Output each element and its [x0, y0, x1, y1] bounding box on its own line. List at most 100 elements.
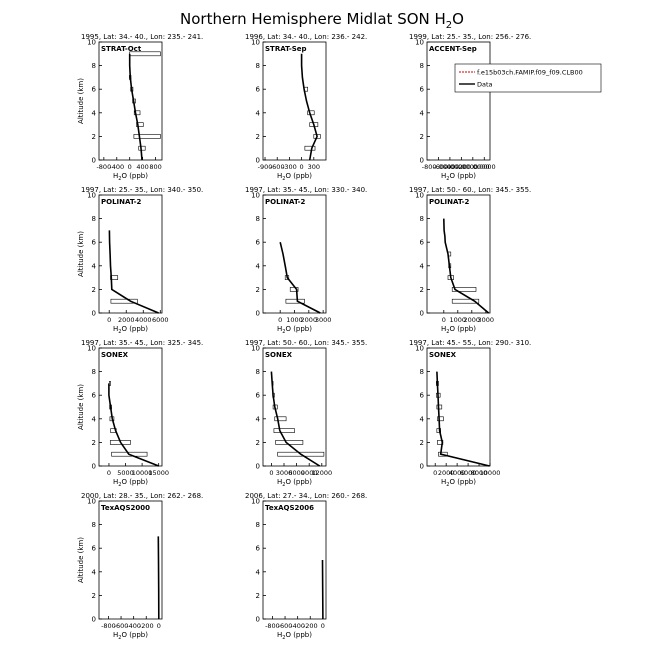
x-tick-label: 0.0000 — [473, 163, 496, 171]
x-tick-label: 2000 — [301, 316, 318, 324]
campaign-label: SONEX — [101, 351, 129, 359]
panel-header: 1996, Lat: 34.- 40., Lon: 236.- 242. — [245, 33, 367, 41]
x-axis-label: H2O (ppb) — [113, 325, 148, 335]
y-tick-label: 4 — [256, 262, 261, 270]
x-tick-label: -600 — [270, 163, 285, 171]
x-tick-label: 0 — [442, 316, 446, 324]
y-tick-label: 2 — [256, 286, 260, 294]
x-tick-label: -400 — [109, 163, 124, 171]
y-tick-label: 10 — [415, 192, 424, 200]
panel: 1996, Lat: 34.- 40., Lon: 236.- 242. STRA… — [245, 33, 367, 182]
data-line — [436, 371, 490, 467]
x-tick-label: -900 — [258, 163, 273, 171]
plot-frame — [426, 41, 491, 161]
x-tick-label: 300 — [308, 163, 320, 171]
data-line — [108, 383, 159, 467]
y-tick-label: 8 — [92, 62, 96, 70]
panel-header: 1997, Lat: 50.- 60., Lon: 345.- 355. — [409, 186, 531, 194]
x-tick-label: -600.0000 — [433, 163, 466, 171]
y-tick-label: 4 — [420, 109, 425, 117]
x-tick-label: 5000 — [117, 469, 134, 477]
x-tick-label: 1000 — [450, 316, 467, 324]
plot-frame — [262, 500, 327, 620]
range-box — [136, 122, 144, 127]
y-tick-label: 4 — [92, 568, 97, 576]
x-tick-label: -200 — [303, 622, 318, 630]
plot-frame — [98, 41, 163, 161]
y-tick-label: 10 — [87, 39, 96, 47]
campaign-label: POLINAT-2 — [101, 198, 142, 206]
x-tick-label: 3000 — [478, 316, 495, 324]
range-box — [451, 298, 480, 304]
y-tick-label: 2 — [92, 439, 96, 447]
panel-header: 1999, Lat: 25.- 35., Lon: 256.- 276. — [409, 33, 531, 41]
panel: 1997, Lat: 35.- 45., Lon: 325.- 345. SONE… — [77, 339, 203, 488]
y-tick-label: 2 — [420, 439, 424, 447]
range-box — [437, 416, 444, 422]
panel-header: 1997, Lat: 25.- 35., Lon: 340.- 350. — [81, 186, 203, 194]
y-tick-label: 2 — [256, 133, 260, 141]
x-tick-label: 8000 — [471, 469, 488, 477]
y-tick-label: 4 — [92, 262, 97, 270]
x-tick-label: 0 — [157, 622, 161, 630]
x-tick-label: -400.0000 — [445, 163, 478, 171]
plot-frame — [426, 194, 491, 314]
x-axis-label: H2O (ppb) — [113, 478, 148, 488]
x-tick-label: -800 — [265, 622, 280, 630]
y-axis-label: Altitude (km) — [77, 231, 85, 277]
x-tick-label: 0 — [128, 163, 132, 171]
y-tick-label: 0 — [256, 157, 260, 165]
y-tick-label: 10 — [87, 192, 96, 200]
y-axis-label: Altitude (km) — [77, 537, 85, 583]
y-tick-label: 6 — [256, 545, 261, 553]
panel: 2006, Lat: 27.- 34., Lon: 260.- 268. TexA… — [245, 492, 367, 641]
figure-title: Northern Hemisphere Midlat SON H2O — [180, 10, 464, 31]
x-tick-label: -600 — [278, 622, 293, 630]
range-box — [285, 298, 305, 304]
panel: 1997, Lat: 25.- 35., Lon: 340.- 350. POLI… — [77, 186, 203, 335]
range-box — [451, 287, 477, 292]
panel-header: 2000, Lat: 28.- 35., Lon: 262.- 268. — [81, 492, 203, 500]
y-tick-label: 8 — [92, 368, 96, 376]
panel-header: 1995, Lat: 34.- 40., Lon: 235.- 241. — [81, 33, 203, 41]
x-tick-label: 0 — [107, 469, 111, 477]
y-tick-label: 4 — [256, 568, 261, 576]
y-tick-label: 8 — [420, 62, 424, 70]
y-tick-label: 0 — [92, 157, 96, 165]
x-axis-label: H2O (ppb) — [441, 172, 476, 182]
y-tick-label: 8 — [92, 215, 96, 223]
y-tick-label: 0 — [256, 310, 260, 318]
legend-box — [454, 63, 602, 93]
x-tick-label: 0 — [107, 316, 111, 324]
range-box — [274, 416, 287, 422]
y-tick-label: 8 — [256, 62, 260, 70]
campaign-label: POLINAT-2 — [265, 198, 306, 206]
range-box — [133, 110, 141, 116]
x-tick-label: 3000 — [315, 316, 332, 324]
legend-entry-model: f.e15b03ch.FAMIP.f09_f09.CLB00 — [477, 69, 583, 77]
x-tick-label: 10000 — [480, 469, 501, 477]
x-tick-label: 0 — [321, 622, 325, 630]
plot-frame — [262, 41, 327, 161]
y-tick-label: 8 — [256, 215, 260, 223]
y-tick-label: 10 — [251, 498, 260, 506]
y-tick-label: 6 — [92, 545, 97, 553]
range-box — [111, 451, 148, 457]
panel-header: 1997, Lat: 35.- 45., Lon: 330.- 340. — [245, 186, 367, 194]
y-tick-label: 4 — [420, 262, 425, 270]
x-tick-label: -600 — [114, 622, 129, 630]
x-tick-label: 9000 — [301, 469, 318, 477]
plot-frame — [262, 347, 327, 467]
x-tick-label: 4000 — [449, 469, 466, 477]
y-tick-label: 10 — [251, 345, 260, 353]
y-tick-label: 10 — [251, 192, 260, 200]
range-box — [110, 298, 138, 304]
x-axis-label: H2O (ppb) — [277, 325, 312, 335]
y-tick-label: 6 — [92, 239, 97, 247]
y-tick-label: 0 — [420, 463, 424, 471]
x-axis-label: H2O (ppb) — [113, 631, 148, 641]
y-tick-label: 6 — [420, 86, 425, 94]
range-box — [138, 145, 146, 151]
y-tick-label: 4 — [256, 415, 261, 423]
y-tick-label: 10 — [251, 39, 260, 47]
